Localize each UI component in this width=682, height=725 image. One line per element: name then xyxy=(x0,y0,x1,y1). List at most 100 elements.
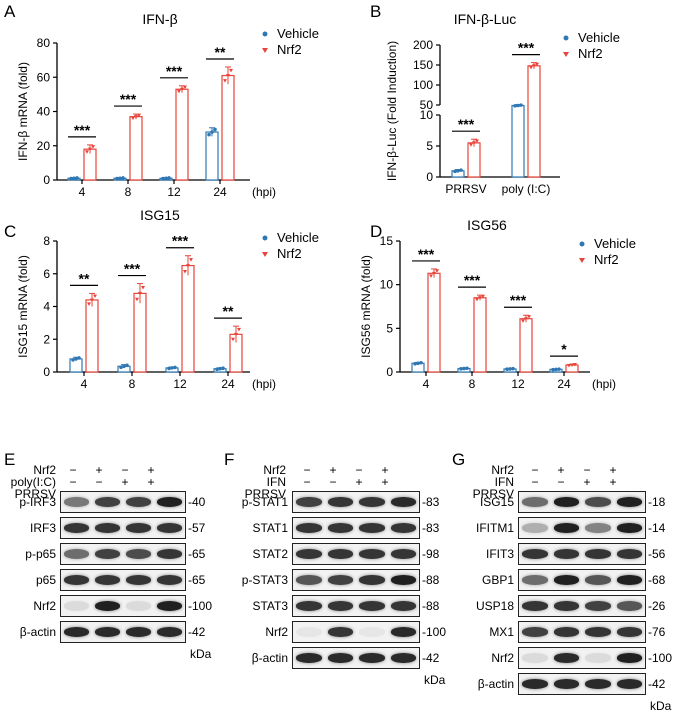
condition-sign: − xyxy=(303,475,311,489)
blot-band xyxy=(327,549,353,559)
blot-band xyxy=(126,627,151,637)
condition-label: Nrf2 xyxy=(491,463,514,477)
legend-vehicle-label: Vehicle xyxy=(277,26,319,41)
western-blot-g: Nrf2−+−+IFN−−++PRRSV++++ISG15-18IFITM1-1… xyxy=(452,455,682,725)
x-tick-label: 12 xyxy=(511,377,525,391)
blot-band xyxy=(522,497,548,507)
blot-band xyxy=(327,523,353,533)
data-point xyxy=(469,143,473,147)
data-point xyxy=(475,139,479,144)
condition-sign: − xyxy=(583,463,591,477)
y-tick-label: 10 xyxy=(420,108,434,122)
data-point xyxy=(516,103,520,108)
y-tick-label: 0 xyxy=(43,173,50,187)
y-tick-label: 200 xyxy=(413,38,433,52)
blot-row-label: β-actin xyxy=(477,677,514,691)
condition-sign: − xyxy=(303,463,311,477)
y-tick-label: 6 xyxy=(43,267,50,281)
y-tick-label: 50 xyxy=(420,98,434,112)
blot-strip xyxy=(518,491,646,513)
blot-band xyxy=(296,549,322,559)
legend-vehicle-marker xyxy=(262,31,268,37)
data-point xyxy=(141,286,145,290)
blot-band xyxy=(327,601,353,611)
blot-band xyxy=(296,523,322,533)
data-point xyxy=(432,271,436,276)
condition-sign: + xyxy=(147,475,155,489)
western-blot-e: Nrf2−+−+poly(I:C)−−++PRRSV++++p-IRF3-40I… xyxy=(0,455,224,725)
legend-vehicle-marker xyxy=(262,235,268,241)
blot-band xyxy=(616,497,642,507)
molecular-weight-label: -68 xyxy=(648,573,666,587)
blot-band xyxy=(359,627,385,637)
data-point xyxy=(459,366,463,371)
blot-band xyxy=(95,523,120,533)
blot-row-label: p65 xyxy=(35,573,56,587)
blot-band xyxy=(585,497,611,507)
blot-row-label: STAT3 xyxy=(252,599,288,613)
blot-band xyxy=(585,523,611,533)
kda-unit-label: kDa xyxy=(650,699,672,713)
x-tick-label: 8 xyxy=(125,185,132,199)
bar-nrf2 xyxy=(85,299,99,373)
condition-label: IFN xyxy=(494,475,514,489)
data-point xyxy=(567,364,571,368)
chart-title: IFN-β-Luc xyxy=(454,11,517,27)
x-tick-label: 8 xyxy=(469,377,476,391)
panel-letter-d: D xyxy=(370,222,383,241)
blot-band xyxy=(64,497,89,507)
blot-band xyxy=(327,575,353,585)
data-point xyxy=(413,361,417,366)
blot-row-label: STAT1 xyxy=(252,521,288,535)
molecular-weight-label: -100 xyxy=(648,651,673,665)
data-point xyxy=(215,367,219,372)
blot-band xyxy=(553,653,579,663)
blot-band xyxy=(522,575,548,585)
significance-stars: *** xyxy=(464,272,481,288)
blot-strip xyxy=(518,517,646,539)
data-point xyxy=(75,176,79,180)
data-point xyxy=(557,367,561,371)
blot-band xyxy=(522,679,548,689)
data-point xyxy=(213,127,217,132)
data-point xyxy=(221,366,225,371)
blot-strip xyxy=(292,517,420,539)
blot-band xyxy=(296,601,322,611)
y-axis-label: ISG15 mRNA (fold) xyxy=(16,255,30,358)
bar-nrf2 xyxy=(221,74,235,181)
panel-letter-c: C xyxy=(4,222,17,241)
x-tick-label: 4 xyxy=(81,377,88,391)
blot-band xyxy=(327,627,353,637)
condition-label: Nrf2 xyxy=(33,463,56,477)
condition-label: Nrf2 xyxy=(263,463,286,477)
data-point xyxy=(90,298,94,302)
blot-strip xyxy=(518,647,646,669)
blot-band xyxy=(522,523,548,533)
molecular-weight-label: -18 xyxy=(648,495,666,509)
bar-nrf2 xyxy=(427,272,441,373)
molecular-weight-label: -88 xyxy=(422,573,440,587)
condition-sign: + xyxy=(609,475,617,489)
data-point xyxy=(134,115,138,119)
condition-sign: − xyxy=(557,475,565,489)
y-tick-label: 20 xyxy=(37,139,51,153)
blot-band xyxy=(390,601,416,611)
data-point xyxy=(164,176,168,181)
data-point xyxy=(138,291,142,296)
molecular-weight-label: -65 xyxy=(188,547,206,561)
blot-row-label: Nrf2 xyxy=(265,625,288,639)
data-point xyxy=(77,356,81,360)
blot-band xyxy=(616,653,642,663)
significance-stars: *** xyxy=(120,91,137,107)
kda-unit-label: kDa xyxy=(424,673,446,687)
condition-sign: − xyxy=(95,475,103,489)
condition-sign: + xyxy=(121,475,129,489)
data-point xyxy=(183,85,187,90)
blot-band xyxy=(64,601,89,611)
data-point xyxy=(416,361,420,366)
data-point xyxy=(462,366,466,371)
x-tick-label: 24 xyxy=(213,185,227,199)
blot-band xyxy=(296,627,322,637)
blot-band xyxy=(585,653,611,663)
